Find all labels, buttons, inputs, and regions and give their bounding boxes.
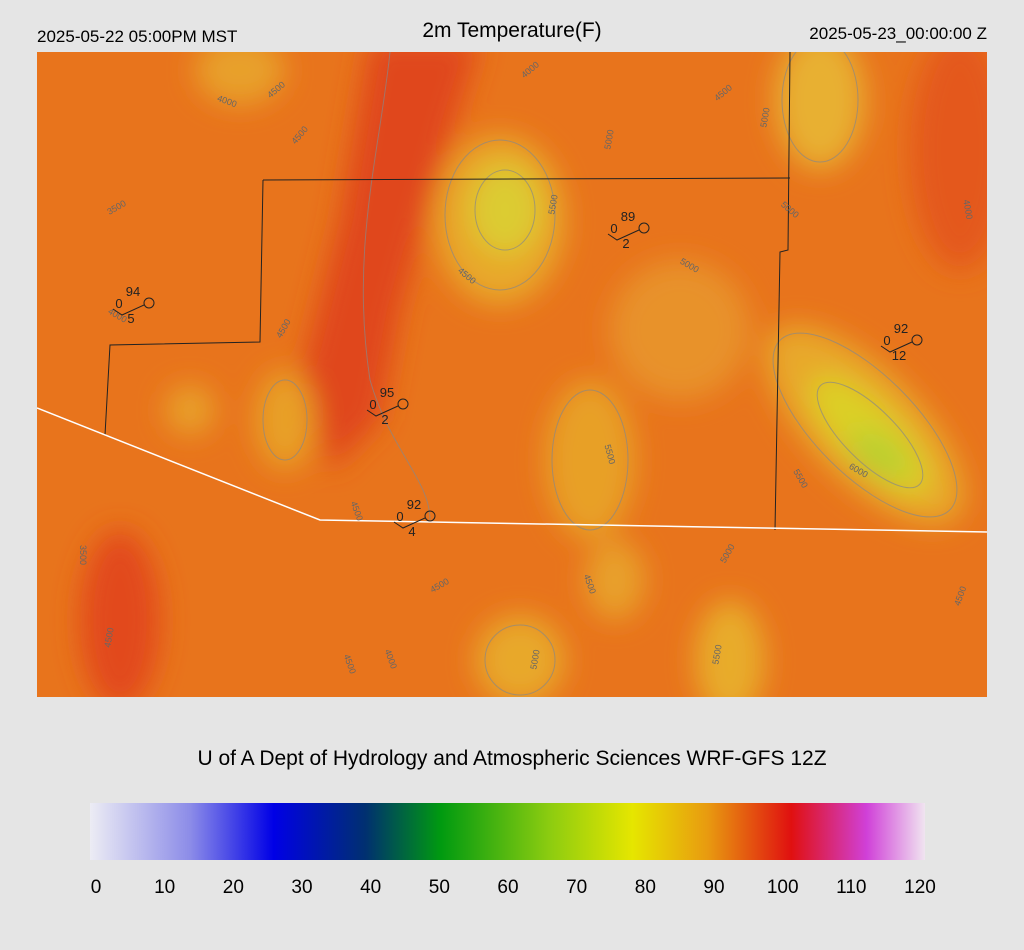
wind-barb [366,405,399,417]
contour-label: 5000 [528,649,541,670]
station-dewpoint: 0 [396,509,403,524]
station-wind: 2 [622,236,629,251]
colorbar-tick-label: 120 [904,877,936,898]
wind-barb [112,304,145,316]
station-temperature: 89 [621,209,635,224]
station-wind: 4 [408,524,415,539]
colorbar-tick-label: 50 [429,877,450,898]
station-circle [911,334,923,346]
station-circle [143,297,155,309]
contour-label: 4000 [961,199,974,220]
wind-barb [607,229,640,241]
station-temperature: 94 [126,284,140,299]
station-dewpoint: 0 [610,221,617,236]
contour-label: 5000 [602,129,615,150]
colorbar-tick-label: 40 [360,877,381,898]
contour-label: 4500 [102,627,115,648]
station-circle [397,398,409,410]
colorbar-tick-label: 0 [91,877,102,898]
station-wind: 2 [381,412,388,427]
header-left: 2025-05-22 05:00PM MST [37,27,237,46]
station-temperature: 95 [380,385,394,400]
wind-barb [393,517,426,529]
contour-label: 5500 [710,644,723,665]
station-circle [424,510,436,522]
colorbar-tick-label: 60 [497,877,518,898]
map: 4000450045003500400045005000500055004500… [37,52,987,697]
colorbar-tick-label: 110 [836,877,866,898]
header-right: 2025-05-23_00:00:00 Z [809,24,987,43]
station-dewpoint: 0 [369,397,376,412]
station-circle [638,222,650,234]
colorbar-tick-label: 10 [154,877,175,898]
station-dewpoint: 0 [883,333,890,348]
contour-label: 5500 [546,194,559,215]
colorbar [90,803,925,860]
wind-barb [880,341,913,353]
colorbar-tick-label: 70 [566,877,587,898]
station-temperature: 92 [894,321,908,336]
colorbar-tick-label: 20 [223,877,244,898]
station-temperature: 92 [407,497,421,512]
colorbar-tick-label: 100 [767,877,799,898]
contour-label: 5000 [758,107,771,128]
colorbar-tick-label: 80 [635,877,656,898]
colorbar-tick-label: 30 [291,877,312,898]
station-dewpoint: 0 [115,296,122,311]
station-wind: 12 [892,348,906,363]
contour-label: 3500 [78,545,88,565]
station-wind: 5 [127,311,134,326]
colorbar-tick-label: 90 [703,877,724,898]
credit: U of A Dept of Hydrology and Atmospheric… [197,747,826,770]
map-title: 2m Temperature(F) [422,19,601,42]
